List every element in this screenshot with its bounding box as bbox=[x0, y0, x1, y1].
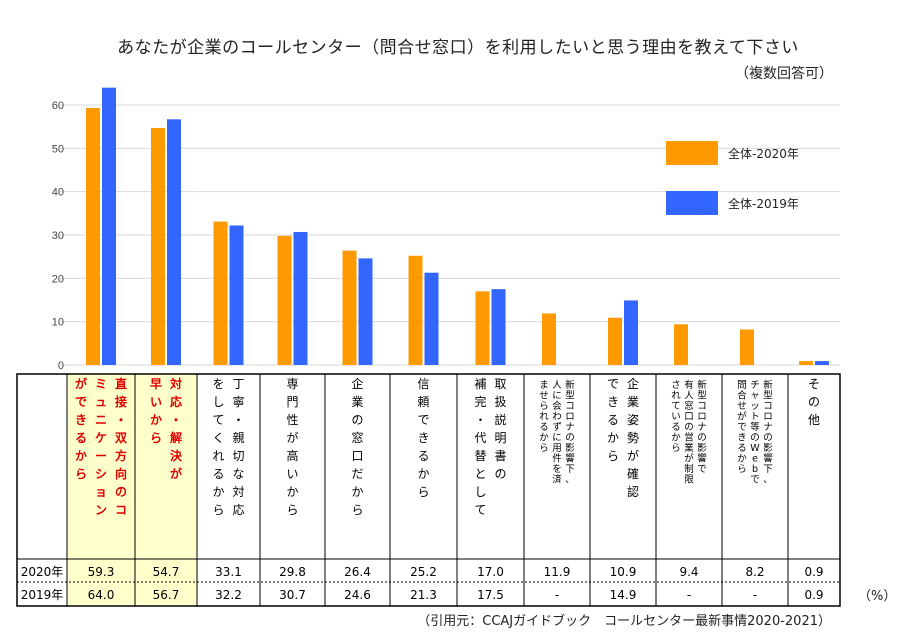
value-cell: - bbox=[753, 588, 757, 602]
y-tick-label: 0 bbox=[58, 360, 64, 372]
category-label: 人に会わずに用件を済 bbox=[552, 380, 562, 486]
bar-2019 bbox=[815, 361, 829, 365]
category-label: 対応・解決が bbox=[169, 376, 183, 481]
value-cell: 33.1 bbox=[215, 565, 242, 579]
bar-2020 bbox=[86, 108, 100, 366]
bar-2019 bbox=[424, 272, 439, 365]
bar-2020 bbox=[213, 221, 228, 365]
bar-2019 bbox=[358, 258, 373, 365]
category-label: 有人窓口の営業が制限 bbox=[684, 379, 694, 486]
category-label: その他 bbox=[808, 377, 820, 427]
legend-label: 全体-2019年 bbox=[728, 196, 799, 211]
category-label: ができるから bbox=[75, 376, 87, 481]
chart-subtitle: （複数回答可） bbox=[735, 66, 833, 82]
category-label: 補完・代替として bbox=[474, 377, 486, 517]
value-cell: 25.2 bbox=[410, 565, 437, 579]
unit-label: （%） bbox=[858, 589, 897, 604]
value-cell: - bbox=[555, 588, 559, 602]
category-label: 企業姿勢が確認 bbox=[627, 376, 639, 499]
value-cell: 30.7 bbox=[279, 588, 306, 602]
legend-swatch bbox=[666, 191, 718, 215]
category-label: できるから bbox=[607, 377, 619, 463]
category-label: 問合せができるから bbox=[737, 380, 747, 475]
y-tick-label: 30 bbox=[52, 230, 64, 242]
category-label: 新型コロナの影響下、 bbox=[565, 379, 575, 486]
category-label: 取扱説明書の bbox=[494, 377, 506, 481]
bar-2020 bbox=[608, 317, 622, 365]
category-label: されているから bbox=[671, 380, 681, 454]
value-cell: 17.0 bbox=[477, 565, 504, 579]
highlight-cell bbox=[67, 374, 135, 606]
category-label: 直接・双方向のコ bbox=[115, 376, 127, 517]
bar-2020 bbox=[542, 313, 556, 365]
bar-group bbox=[86, 87, 829, 366]
chart-title: あなたが企業のコールセンター（問合せ窓口）を利用したいと思う理由を教えて下さい bbox=[117, 38, 799, 58]
value-cell: 29.8 bbox=[279, 565, 306, 579]
y-axis: 0 10 20 30 40 50 60 bbox=[52, 100, 64, 372]
bar-2020 bbox=[277, 235, 292, 365]
value-cell: 14.9 bbox=[610, 588, 637, 602]
y-tick-label: 50 bbox=[52, 143, 64, 155]
value-cell: 32.2 bbox=[215, 588, 242, 602]
y-tick-label: 20 bbox=[52, 273, 64, 285]
bar-2020 bbox=[475, 291, 490, 365]
legend-swatch bbox=[666, 141, 718, 165]
value-cell: 21.3 bbox=[410, 588, 437, 602]
bar-2020 bbox=[674, 324, 688, 365]
value-cell: 17.5 bbox=[477, 588, 504, 602]
category-label: 早いから bbox=[150, 377, 162, 445]
value-cell: 0.9 bbox=[804, 588, 823, 602]
category-label: 信頼できるから bbox=[417, 377, 429, 499]
data-table: 2020年 2019年 59.3 64.0 54.7 56.7 33.1 32.2 29.8 30… bbox=[16, 373, 841, 607]
category-label: 専門性が高いから bbox=[286, 377, 298, 517]
value-cell: 9.4 bbox=[679, 565, 698, 579]
bar-2019 bbox=[293, 231, 308, 365]
bar-2020 bbox=[408, 255, 423, 365]
value-cell: 0.9 bbox=[804, 565, 823, 579]
table-border bbox=[16, 373, 841, 607]
category-label: 新型コロナの影響で bbox=[697, 379, 707, 475]
source-citation: （引用元：CCAJガイドブック コールセンター最新事情2020-2021） bbox=[417, 614, 831, 629]
bar-2019 bbox=[167, 119, 181, 365]
category-label: をしてくれるから bbox=[212, 377, 224, 517]
y-tick-label: 10 bbox=[52, 317, 64, 329]
value-cell: 11.9 bbox=[544, 565, 571, 579]
bar-2019 bbox=[102, 87, 116, 366]
category-label: ませられるから bbox=[539, 380, 549, 454]
value-cell: 10.9 bbox=[610, 565, 637, 579]
value-cell: 26.4 bbox=[344, 565, 371, 579]
category-label: 丁寧・親切な対応 bbox=[232, 377, 244, 517]
bar-2019 bbox=[624, 300, 638, 365]
bar-2020 bbox=[740, 329, 754, 365]
bar-2019 bbox=[491, 289, 506, 365]
bar-2020 bbox=[342, 250, 357, 365]
value-cell: 64.0 bbox=[88, 588, 115, 602]
value-cell: - bbox=[687, 588, 691, 602]
legend-label: 全体-2020年 bbox=[728, 146, 799, 161]
row-label: 2020年 bbox=[21, 565, 64, 579]
y-tick-label: 40 bbox=[52, 187, 64, 199]
value-cell: 59.3 bbox=[88, 565, 115, 579]
value-cell: 8.2 bbox=[745, 565, 764, 579]
bar-2019 bbox=[229, 225, 244, 365]
y-tick-label: 60 bbox=[52, 100, 64, 112]
bar-2020 bbox=[799, 361, 813, 365]
category-label: 企業の窓口だから bbox=[351, 376, 363, 517]
grid-lines bbox=[60, 104, 840, 366]
highlight-cell bbox=[135, 374, 197, 606]
category-label: 新型コロナの影響下、 bbox=[763, 379, 773, 486]
value-cell: 54.7 bbox=[153, 565, 180, 579]
bar-2020 bbox=[151, 127, 165, 365]
value-cell: 56.7 bbox=[153, 588, 180, 602]
category-label: ミュニケーション bbox=[95, 377, 107, 517]
row-label: 2019年 bbox=[21, 588, 64, 602]
value-cell: 24.6 bbox=[344, 588, 371, 602]
